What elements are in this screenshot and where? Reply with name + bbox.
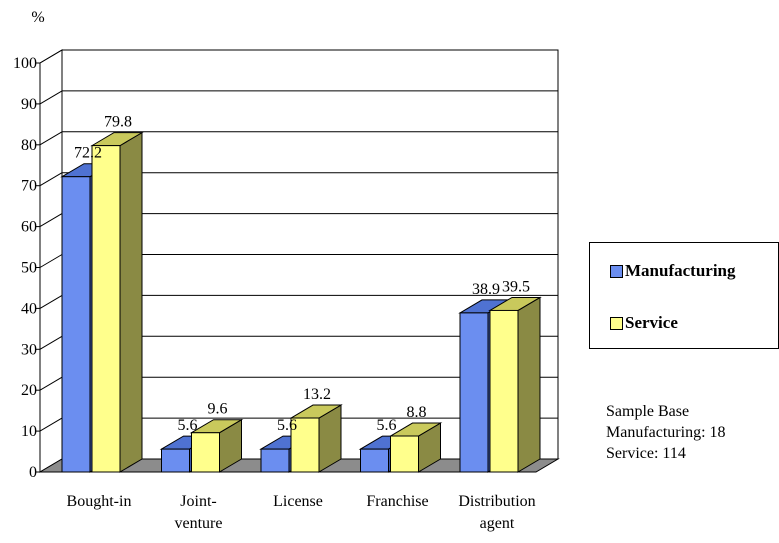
x-tick-label: Franchise: [366, 493, 428, 510]
bar-service: [189, 418, 244, 473]
bar-service: [488, 296, 542, 473]
data-label-service: 39.5: [502, 278, 530, 295]
gridline-side: [39, 90, 63, 105]
legend-item-manufacturing: Manufacturing: [610, 261, 736, 281]
x-tick-label: agent: [480, 515, 515, 532]
bar-service: [289, 404, 343, 473]
y-tick-label: 50: [21, 260, 37, 277]
data-labels: 72.279.8 5.6 9.6 5.6 13.2 5.6 8.8 38.9 39.5: [74, 114, 530, 434]
data-label-manufacturing: 5.6: [377, 417, 397, 434]
gridline-side: [39, 131, 63, 146]
data-label-manufacturing: 5.6: [277, 417, 297, 434]
bar-front-face: [191, 432, 220, 473]
legend-swatch-manufacturing: [610, 264, 623, 278]
sample-base-heading: Sample Base: [606, 403, 690, 420]
sample-base-manufacturing: Manufacturing: 18: [606, 424, 726, 441]
sample-base-service: Service: 114: [606, 445, 686, 462]
gridline-side: [39, 335, 63, 350]
y-tick-label: 70: [21, 178, 37, 195]
x-tick-label: venture: [175, 515, 223, 532]
gridline-side: [39, 294, 63, 309]
y-tick-label: 0: [29, 464, 37, 481]
data-label-manufacturing: 38.9: [472, 281, 500, 298]
bar-front-face: [61, 176, 91, 473]
bar-side-face: [517, 296, 541, 473]
bar-front-face: [161, 448, 190, 473]
data-label-service: 9.6: [208, 401, 228, 418]
y-tick-label: 80: [21, 137, 37, 154]
bar-front-face: [360, 448, 389, 473]
data-label-service: 79.8: [104, 114, 132, 131]
bar-front-face: [91, 145, 121, 473]
gridline-side: [39, 254, 63, 268]
gridline-side: [39, 417, 63, 432]
legend: Manufacturing Service: [589, 242, 779, 349]
bars: [60, 131, 542, 473]
sample-base-note: Sample Base Manufacturing: 18 Service: 1…: [606, 401, 726, 464]
x-axis-tick-labels: Bought-in Joint-venture License Franchise Di…: [67, 493, 536, 532]
y-tick-label: 20: [21, 382, 37, 399]
bar-front-face: [290, 417, 320, 473]
data-label-service: 8.8: [407, 404, 427, 421]
bar-service: [388, 422, 443, 473]
y-tick-label: 30: [21, 341, 37, 358]
y-axis: 0 10 20 30 40 50 60 70 80 90 100: [13, 55, 41, 481]
gridline-side: [39, 172, 63, 187]
x-tick-label: License: [273, 493, 323, 510]
y-tick-label: 40: [21, 300, 37, 317]
legend-item-service: Service: [610, 313, 678, 333]
legend-swatch-service: [610, 316, 623, 330]
data-label-manufacturing: 5.6: [178, 417, 198, 434]
x-tick-label: Bought-in: [67, 493, 132, 510]
y-tick-label: 10: [21, 423, 37, 440]
bar-front-face: [489, 309, 519, 473]
y-axis-label: %: [31, 9, 44, 26]
bar-front-face: [459, 312, 489, 473]
y-tick-label: 100: [13, 55, 37, 72]
legend-label-service: Service: [625, 313, 678, 332]
gridline-side: [39, 376, 63, 391]
x-tick-label: Joint-: [180, 493, 216, 510]
data-label-service: 13.2: [303, 386, 331, 403]
data-label-manufacturing: 72.2: [74, 145, 102, 162]
bar-side-face: [119, 131, 143, 473]
gridline-side: [39, 213, 63, 228]
bar-front-face: [260, 448, 290, 473]
y-tick-label: 60: [21, 219, 37, 236]
bar-service: [90, 131, 144, 473]
y-tick-label: 90: [21, 96, 37, 113]
legend-label-manufacturing: Manufacturing: [625, 261, 736, 280]
bar-front-face: [390, 435, 419, 473]
x-tick-label: Distribution: [458, 493, 535, 510]
gridline-side: [39, 49, 63, 64]
